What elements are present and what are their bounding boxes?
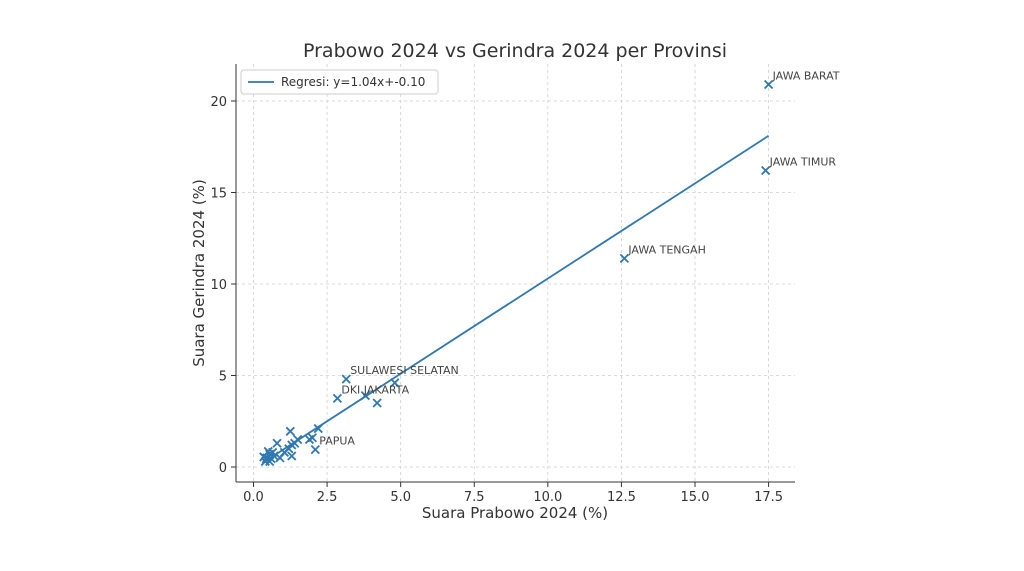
data-point [372,398,382,408]
data-point-stroke [310,444,320,455]
data-point-stroke [285,426,295,436]
data-point-stroke [272,438,282,448]
point-label: JAWA BARAT [772,70,840,83]
x-tick-label: 7.5 [464,490,485,505]
data-point [272,438,282,448]
y-tick-label: 5 [219,370,227,385]
x-tick-label: 5.0 [390,490,411,505]
data-point [619,253,630,264]
data-point-stroke [266,454,276,464]
data-point [285,426,295,436]
legend-box [240,69,439,95]
legend: Regresi: y=1.04x+-0.10 [240,69,439,95]
data-point-stroke [372,398,382,408]
point-label: JAWA TIMUR [769,156,837,169]
point-label: DKI JAKARTA [341,383,409,396]
y-tick-label: 0 [219,461,227,476]
data-point [275,453,285,463]
ticks: 0.0 2.5 5.0 7.5 10.0 12.5 15.0 17.5 0 5 10 15 20 [210,95,783,505]
data-point [287,451,297,461]
data-point [259,452,269,462]
x-tick-label: 17.5 [754,490,783,505]
data-point-stroke [360,390,370,401]
y-tick-label: 15 [210,187,227,202]
data-point [341,374,351,384]
data-point [360,390,370,401]
x-tick-label: 2.5 [317,490,338,505]
x-tick-label: 15.0 [681,490,710,505]
data-point [332,393,343,404]
axes [235,64,795,483]
legend-label: Regresi: y=1.04x+-0.10 [281,75,425,89]
x-tick-label: 10.0 [533,490,562,505]
data-point-stroke [313,423,323,434]
point-labels: JAWA BARAT JAWA TIMUR JAWA TENGAH SULAWESI … [319,70,839,448]
regression-layer [261,135,770,464]
y-axis-title: Suara Gerindra 2024 (%) [190,179,208,367]
data-point-stroke [275,453,285,463]
data-point-stroke [761,165,771,176]
data-point-stroke [763,79,774,90]
data-point [310,444,320,455]
point-label: PAPUA [319,435,355,448]
data-point [313,423,323,434]
data-point-stroke [287,451,297,461]
data-point [390,378,400,388]
y-tick-label: 20 [210,95,227,110]
data-point-stroke [259,452,269,462]
data-point [763,79,774,90]
data-point-stroke [390,378,400,388]
data-points [259,79,774,467]
data-point [304,434,315,445]
point-label: JAWA TENGAH [627,243,706,256]
x-tick-label: 12.5 [607,490,636,505]
grid [236,64,795,482]
y-tick-label: 10 [210,278,227,293]
data-point-stroke [341,374,351,384]
data-point-stroke [332,393,343,404]
regression-line [261,135,770,464]
data-point [266,454,276,464]
chart-title: Prabowo 2024 vs Gerindra 2024 per Provin… [303,40,727,62]
point-label: SULAWESI SELATAN [350,364,459,377]
data-point-stroke [619,253,630,264]
x-tick-label: 0.0 [243,490,264,505]
data-point-stroke [304,434,315,445]
data-point [761,165,771,176]
x-axis-title: Suara Prabowo 2024 (%) [422,504,608,522]
